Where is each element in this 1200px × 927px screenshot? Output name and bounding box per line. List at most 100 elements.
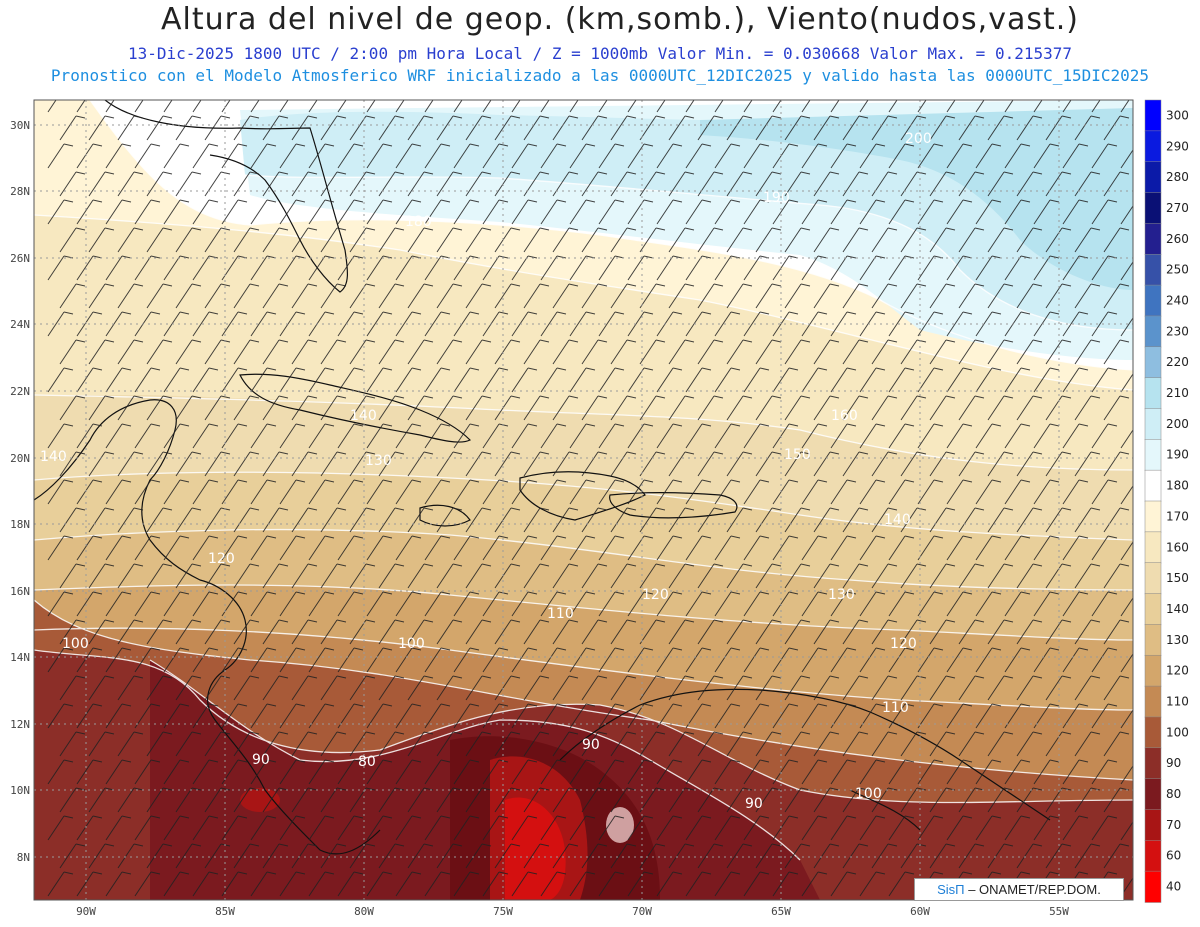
wind-barb	[900, 507, 927, 533]
wind-barb	[279, 367, 306, 393]
wind-barb	[668, 115, 695, 141]
wind-barb	[859, 479, 886, 505]
wind-barb	[163, 591, 190, 617]
wind-barb	[511, 255, 538, 281]
wind-barb	[407, 619, 434, 645]
wind-barb	[830, 100, 840, 113]
wind-barb	[627, 703, 654, 729]
wind-barb	[47, 647, 74, 673]
wind-barb	[1033, 815, 1060, 841]
colorbar-swatch	[1144, 778, 1162, 811]
wind-barb	[250, 591, 277, 617]
lon-label: 60W	[910, 905, 930, 918]
wind-barb	[958, 619, 985, 645]
wind-barb	[1016, 675, 1043, 701]
wind-barb	[1120, 373, 1133, 393]
wind-barb	[366, 815, 393, 841]
wind-barb	[801, 535, 828, 561]
wind-barb	[320, 227, 347, 253]
wind-barb	[1074, 171, 1101, 197]
wind-barb	[900, 787, 927, 813]
wind-barb	[117, 283, 144, 309]
wind-barb	[569, 311, 596, 337]
wind-barb	[801, 591, 828, 617]
colorbar-label: 220	[1166, 355, 1189, 369]
wind-barb	[424, 591, 451, 617]
wind-barb	[175, 787, 202, 813]
wind-barb	[337, 815, 364, 841]
wind-barb	[917, 199, 944, 225]
colorbar-label: 290	[1166, 139, 1189, 153]
wind-barb	[656, 647, 683, 673]
wind-barb	[610, 395, 637, 421]
wind-barb	[233, 731, 260, 757]
wind-barb	[975, 535, 1002, 561]
wind-barb	[975, 647, 1002, 673]
wind-barb	[349, 283, 376, 309]
wind-barb	[726, 283, 753, 309]
wind-barb	[946, 311, 973, 337]
wind-barb	[1004, 423, 1031, 449]
wind-barb	[975, 591, 1002, 617]
wind-barb	[987, 675, 1014, 701]
wind-barb	[337, 199, 364, 225]
wind-barb	[250, 423, 277, 449]
wind-barb	[395, 703, 422, 729]
map-frame	[33, 99, 1134, 901]
wind-barb	[743, 367, 770, 393]
wind-barb	[871, 563, 898, 589]
wind-barb	[494, 115, 521, 141]
colorbar-label: 70	[1166, 818, 1181, 832]
wind-barb	[743, 647, 770, 673]
wind-barb	[1033, 367, 1060, 393]
colorbar-swatch	[1144, 840, 1162, 872]
colorbar-swatch	[1144, 377, 1162, 410]
contour-label: 140	[350, 408, 377, 424]
wind-barb	[685, 815, 712, 841]
wind-barb	[105, 479, 132, 505]
wind-barb	[134, 591, 161, 617]
wind-barb	[871, 395, 898, 421]
wind-barb	[598, 479, 625, 505]
wind-barb	[47, 100, 57, 113]
wind-barb	[88, 843, 115, 869]
wind-barb	[1062, 255, 1089, 281]
wind-barb	[378, 563, 405, 589]
wind-barb	[813, 787, 840, 813]
contour-label: 160	[831, 408, 858, 424]
wind-barb	[639, 619, 666, 645]
wind-barb	[685, 871, 712, 897]
wind-barb	[146, 507, 173, 533]
wind-barb	[511, 871, 538, 897]
wind-barb	[105, 815, 132, 841]
wind-barb	[192, 255, 219, 281]
wind-barb	[1091, 703, 1118, 729]
wind-barb	[929, 339, 956, 365]
wind-barb	[523, 451, 550, 477]
wind-barb	[656, 367, 683, 393]
wind-barb	[1062, 311, 1089, 337]
wind-barb	[59, 675, 86, 701]
wind-barb	[888, 255, 915, 281]
wind-barb	[465, 619, 492, 645]
wind-barb	[88, 339, 115, 365]
wind-barb	[262, 227, 289, 253]
wind-barb	[859, 199, 886, 225]
wind-barb	[175, 115, 202, 141]
wind-barb	[569, 423, 596, 449]
wind-barb	[320, 339, 347, 365]
wind-barb	[146, 171, 173, 197]
wind-barb	[511, 479, 538, 505]
wind-barb	[900, 395, 927, 421]
wind-barb	[407, 395, 434, 421]
wind-barb	[946, 199, 973, 225]
wind-barb	[743, 871, 770, 897]
wind-barb	[1074, 339, 1101, 365]
wind-barb	[1103, 339, 1130, 365]
wind-barb	[250, 199, 277, 225]
wind-barb	[279, 479, 306, 505]
wind-barb	[1016, 451, 1043, 477]
wind-barb	[1004, 367, 1031, 393]
wind-barb	[975, 479, 1002, 505]
wind-barb	[1103, 507, 1130, 533]
